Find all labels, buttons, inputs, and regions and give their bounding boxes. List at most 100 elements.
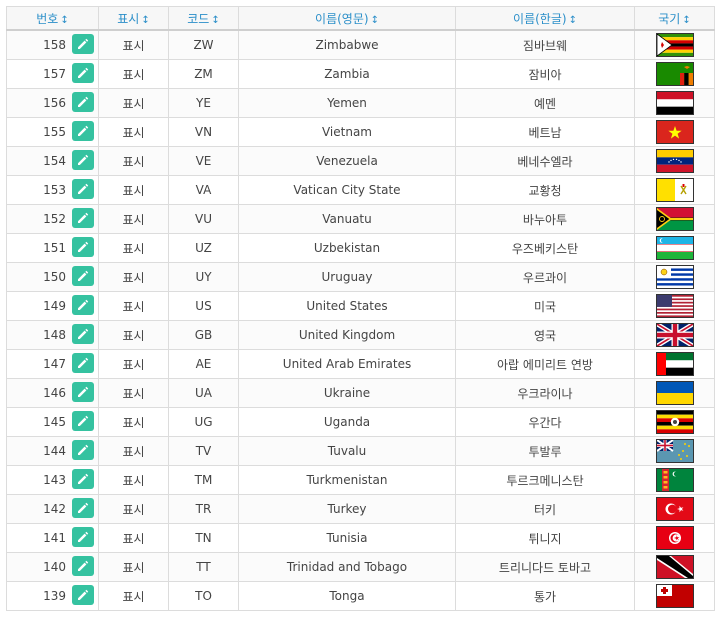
show-cell: 표시 (98, 146, 169, 176)
edit-button[interactable] (72, 208, 94, 228)
row-number: 147 (43, 356, 66, 371)
row-number: 152 (43, 211, 66, 226)
header-number-label: 번호 (36, 11, 59, 26)
sort-icon: ↕ (60, 14, 69, 26)
edit-button[interactable] (72, 585, 94, 605)
edit-button[interactable] (72, 527, 94, 547)
number-cell: 150 (6, 262, 99, 292)
name-en-cell: Ukraine (238, 378, 456, 408)
name-en-cell: Tonga (238, 581, 456, 611)
name-ko-cell: 우크라이나 (455, 378, 635, 408)
number-cell: 141 (6, 523, 99, 553)
header-show[interactable]: 표시 ↕ (98, 6, 169, 31)
row-number: 146 (43, 385, 66, 400)
tonga-flag-icon (655, 584, 694, 608)
flag-cell (634, 233, 715, 263)
row-number: 144 (43, 443, 66, 458)
header-flag[interactable]: 국기 ↕ (634, 6, 715, 31)
show-cell: 표시 (98, 59, 169, 89)
uruguay-flag-icon (655, 265, 694, 289)
name-ko-cell: 튀니지 (455, 523, 635, 553)
table-row: 158 표시 ZW Zimbabwe 짐바브웨 (6, 29, 715, 60)
show-cell: 표시 (98, 465, 169, 495)
table-row: 144 표시 TV Tuvalu 투발루 (6, 436, 715, 466)
name-ko-cell: 투르크메니스탄 (455, 465, 635, 495)
name-en-cell: Tunisia (238, 523, 456, 553)
name-ko-cell: 미국 (455, 291, 635, 321)
row-number: 145 (43, 414, 66, 429)
code-cell: GB (168, 320, 239, 350)
show-cell: 표시 (98, 494, 169, 524)
name-ko-cell: 우즈베키스탄 (455, 233, 635, 263)
edit-button[interactable] (72, 353, 94, 373)
code-cell: ZM (168, 59, 239, 89)
edit-button[interactable] (72, 469, 94, 489)
flag-cell (634, 59, 715, 89)
number-cell: 149 (6, 291, 99, 321)
edit-button[interactable] (72, 556, 94, 576)
turkmenistan-flag-icon (655, 468, 694, 492)
row-number: 142 (43, 501, 66, 516)
edit-button[interactable] (72, 498, 94, 518)
code-cell: VN (168, 117, 239, 147)
country-table: 번호 ↕ 표시 ↕ 코드 ↕ 이름(영문) ↕ 이름(한글) ↕ 국기 ↕ 158 표시 ZW Z… (6, 6, 715, 611)
edit-button[interactable] (72, 324, 94, 344)
uk-flag-icon (655, 323, 694, 347)
name-ko-cell: 터키 (455, 494, 635, 524)
edit-button[interactable] (72, 295, 94, 315)
row-number: 154 (43, 153, 66, 168)
row-number: 148 (43, 327, 66, 342)
flag-cell (634, 291, 715, 321)
zambia-flag-icon (655, 62, 694, 86)
code-cell: YE (168, 88, 239, 118)
name-ko-cell: 교황청 (455, 175, 635, 205)
edit-button[interactable] (72, 150, 94, 170)
header-number[interactable]: 번호 ↕ (6, 6, 99, 31)
show-cell: 표시 (98, 262, 169, 292)
edit-button[interactable] (72, 440, 94, 460)
edit-button[interactable] (72, 411, 94, 431)
row-number: 158 (43, 37, 66, 52)
number-cell: 148 (6, 320, 99, 350)
name-ko-cell: 잠비아 (455, 59, 635, 89)
row-number: 153 (43, 182, 66, 197)
show-cell: 표시 (98, 233, 169, 263)
code-cell: UG (168, 407, 239, 437)
edit-button[interactable] (72, 121, 94, 141)
name-ko-cell: 예멘 (455, 88, 635, 118)
row-number: 139 (43, 588, 66, 603)
header-code[interactable]: 코드 ↕ (168, 6, 239, 31)
header-flag-label: 국기 (658, 11, 681, 26)
row-number: 140 (43, 559, 66, 574)
number-cell: 139 (6, 581, 99, 611)
edit-button[interactable] (72, 382, 94, 402)
header-name-en[interactable]: 이름(영문) ↕ (238, 6, 456, 31)
flag-cell (634, 436, 715, 466)
edit-button[interactable] (72, 34, 94, 54)
sort-icon: ↕ (370, 14, 379, 26)
number-cell: 156 (6, 88, 99, 118)
number-cell: 157 (6, 59, 99, 89)
flag-cell (634, 465, 715, 495)
tunisia-flag-icon (655, 526, 694, 550)
table-row: 149 표시 US United States 미국 (6, 291, 715, 321)
header-name-ko[interactable]: 이름(한글) ↕ (455, 6, 635, 31)
show-cell: 표시 (98, 175, 169, 205)
edit-button[interactable] (72, 266, 94, 286)
country-table-container: 번호 ↕ 표시 ↕ 코드 ↕ 이름(영문) ↕ 이름(한글) ↕ 국기 ↕ 158 표시 ZW Z… (6, 6, 715, 611)
row-number: 143 (43, 472, 66, 487)
name-en-cell: Uruguay (238, 262, 456, 292)
flag-cell (634, 552, 715, 582)
flag-cell (634, 407, 715, 437)
table-row: 154 표시 VE Venezuela 베네수엘라 (6, 146, 715, 176)
name-ko-cell: 영국 (455, 320, 635, 350)
table-row: 156 표시 YE Yemen 예멘 (6, 88, 715, 118)
edit-button[interactable] (72, 63, 94, 83)
name-en-cell: United States (238, 291, 456, 321)
table-row: 139 표시 TO Tonga 통가 (6, 581, 715, 611)
edit-button[interactable] (72, 179, 94, 199)
edit-button[interactable] (72, 92, 94, 112)
edit-button[interactable] (72, 237, 94, 257)
vatican-flag-icon (655, 178, 694, 202)
flag-cell (634, 204, 715, 234)
